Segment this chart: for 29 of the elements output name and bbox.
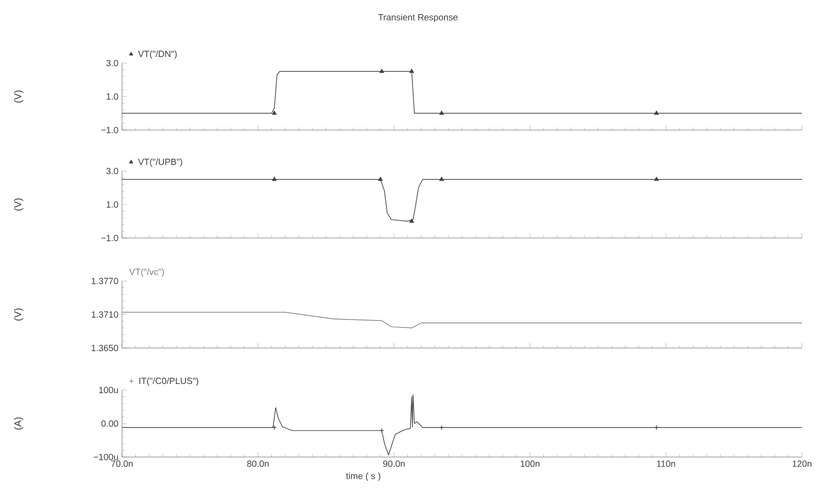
x-tick-label: 110n: [657, 460, 676, 467]
x-tick-label: 80.0n: [247, 460, 269, 467]
y-tick-label: 1.0: [106, 93, 118, 100]
y-tick-label: 3.0: [106, 60, 118, 66]
y-axis-title: (V): [14, 90, 24, 103]
legend-label: IT("/C0/PLUS"): [139, 377, 198, 386]
y-tick-label: 3.0: [106, 168, 118, 174]
x-tick-label: 120n: [792, 460, 812, 467]
y-axis-title: (V): [14, 198, 24, 211]
y-tick-label: 1.0: [106, 201, 118, 208]
y-tick-label: 1.3710: [92, 311, 118, 318]
y-tick-label: 0.00: [101, 420, 118, 427]
text: VT("/vc"): [129, 268, 164, 277]
y-tick-label: −1.0: [101, 126, 118, 134]
x-tick-label: 100n: [520, 460, 540, 467]
legend-label: VT("/UPB"): [138, 158, 182, 167]
line-series: [122, 312, 802, 328]
y-tick-label: 100u: [99, 386, 118, 394]
x-tick-label: 90.0n: [383, 460, 405, 467]
y-axis-title: (A): [14, 417, 24, 430]
y-tick-label: 1.3650: [92, 344, 118, 352]
y-tick-label: −1.0: [101, 234, 118, 242]
legend-label: VT("/DN"): [138, 50, 177, 59]
x-axis-title: time ( s ): [346, 472, 380, 481]
x-tick-label: 70.0n: [111, 460, 133, 467]
y-axis-title: (V): [14, 308, 24, 321]
chart-title: Transient Response: [378, 14, 458, 22]
y-tick-label: 1.3770: [92, 278, 118, 284]
y-tick-label: −100u: [94, 454, 118, 460]
